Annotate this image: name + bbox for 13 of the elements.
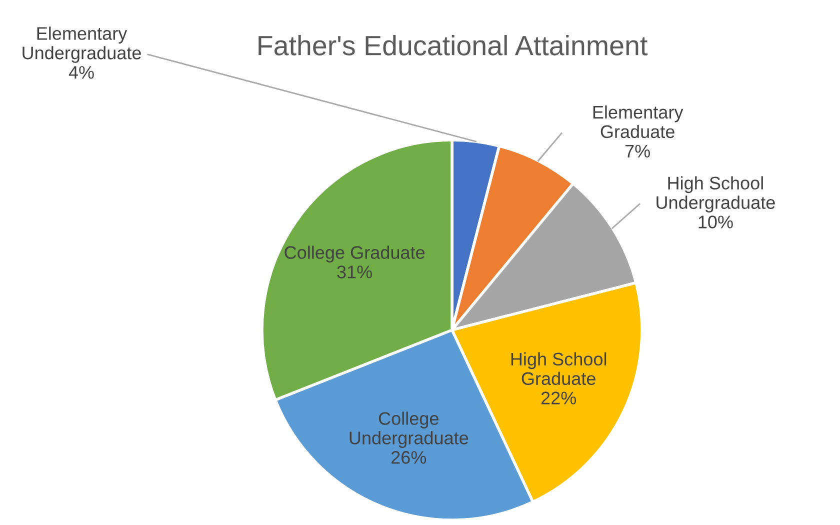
slice-label: High School Undergraduate <box>656 176 775 213</box>
data-label: 10% <box>698 216 733 228</box>
data-label: 26% <box>391 451 426 464</box>
data-label: 22% <box>541 392 576 404</box>
data-label: 4% <box>68 66 94 79</box>
slice-label: High School Graduate <box>511 352 606 386</box>
slice-label: College Graduate <box>284 246 425 262</box>
slice-label: Elementary Graduate <box>593 105 684 138</box>
slice-label: Elementary Undergraduate <box>22 26 141 63</box>
data-label: 31% <box>337 266 372 278</box>
slice-label: College Undergraduate <box>350 412 468 448</box>
data-label: 7% <box>625 144 650 158</box>
chart-title: Father's Educational Attainment <box>258 35 648 56</box>
